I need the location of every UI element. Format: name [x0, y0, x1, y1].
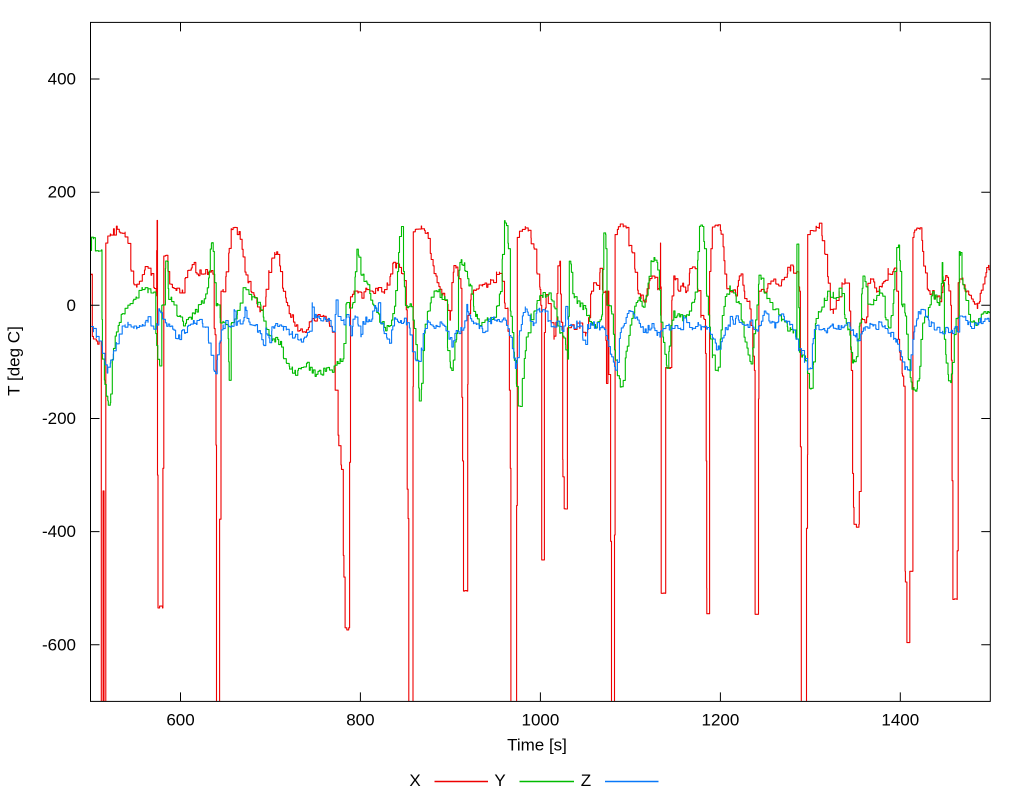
svg-text:200: 200 [48, 183, 76, 202]
svg-text:T [deg C]: T [deg C] [5, 326, 24, 396]
svg-text:-200: -200 [42, 409, 76, 428]
svg-text:400: 400 [48, 70, 76, 89]
svg-text:Z: Z [581, 771, 591, 790]
svg-text:-600: -600 [42, 635, 76, 654]
svg-text:X: X [409, 771, 420, 790]
svg-text:800: 800 [346, 711, 374, 730]
svg-text:Y: Y [494, 771, 505, 790]
svg-text:1400: 1400 [881, 711, 919, 730]
svg-text:0: 0 [67, 296, 76, 315]
svg-text:1000: 1000 [521, 711, 559, 730]
svg-text:1200: 1200 [701, 711, 739, 730]
svg-text:Time [s]: Time [s] [507, 736, 567, 755]
svg-text:-400: -400 [42, 522, 76, 541]
svg-text:600: 600 [166, 711, 194, 730]
